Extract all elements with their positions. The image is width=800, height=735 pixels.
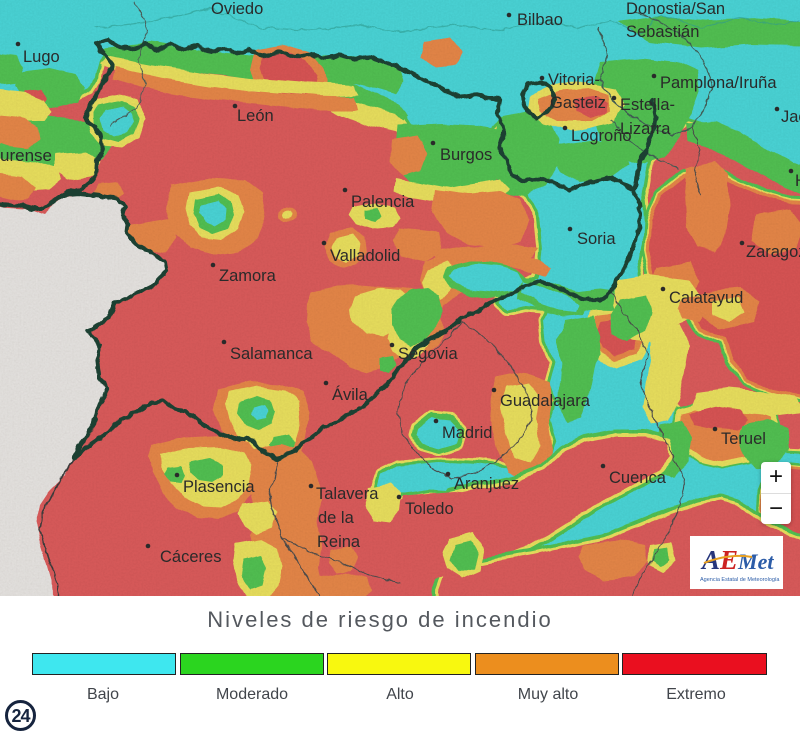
svg-text:Aranjuez: Aranjuez [454,475,519,493]
svg-text:Guadalajara: Guadalajara [500,392,591,410]
svg-text:Soria: Soria [577,230,616,248]
svg-text:Gasteiz: Gasteiz [550,94,606,112]
svg-text:Zaragoza: Zaragoza [746,243,800,261]
svg-text:Zamora: Zamora [219,267,277,285]
svg-text:Estella-: Estella- [620,96,675,114]
svg-text:Toledo: Toledo [405,500,454,518]
svg-text:Reina: Reina [317,533,361,551]
svg-text:Burgos: Burgos [440,146,492,164]
svg-text:Vitoria-: Vitoria- [548,71,600,89]
svg-text:Pamplona/Iruña: Pamplona/Iruña [660,74,777,92]
svg-text:Cuenca: Cuenca [609,469,667,487]
svg-text:urense: urense [0,146,52,165]
svg-text:Sebastián: Sebastián [626,23,699,41]
svg-text:de la: de la [318,509,355,527]
svg-text:Lizarra: Lizarra [620,120,671,138]
svg-text:Teruel: Teruel [721,430,766,448]
svg-text:Segovia: Segovia [398,345,458,363]
svg-text:Palencia: Palencia [351,193,415,211]
svg-text:Jaca: Jaca [781,108,800,126]
svg-text:Calatayud: Calatayud [669,289,743,307]
svg-text:Plasencia: Plasencia [183,478,255,496]
svg-text:León: León [237,107,274,125]
svg-text:Ávila: Ávila [332,385,369,404]
svg-text:Oviedo: Oviedo [211,0,263,18]
svg-text:Bilbao: Bilbao [517,11,563,29]
svg-text:H: H [795,172,800,190]
svg-text:Valladolid: Valladolid [330,247,400,265]
svg-text:Logroño: Logroño [571,127,632,145]
svg-text:Talavera: Talavera [316,485,379,503]
svg-text:Cáceres: Cáceres [160,548,221,566]
svg-text:Lugo: Lugo [23,48,60,66]
svg-text:Donostia/San: Donostia/San [626,0,725,18]
svg-text:Madrid: Madrid [442,424,492,442]
svg-text:Agencia Estatal de Meteorologí: Agencia Estatal de Meteorología [700,577,780,583]
svg-text:Salamanca: Salamanca [230,345,313,363]
